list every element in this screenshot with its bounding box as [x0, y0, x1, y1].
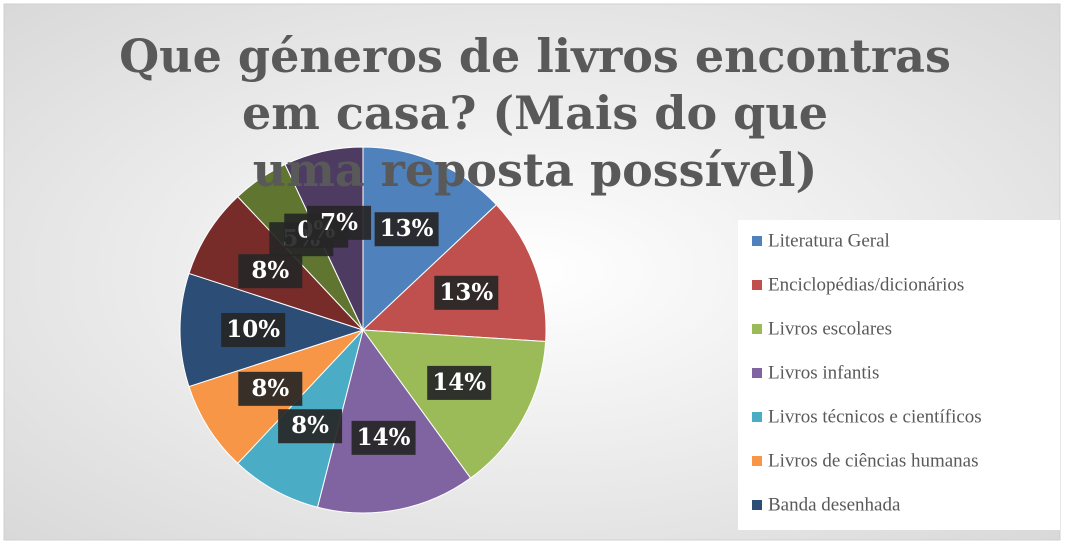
data-label-box [238, 254, 303, 289]
pie-slice [361, 204, 547, 343]
data-label: 14% [432, 369, 486, 396]
data-label-box [351, 420, 416, 455]
legend-swatch [752, 368, 762, 378]
data-label-box [221, 313, 286, 347]
legend-box [738, 220, 1060, 530]
legend-label: Literatura Geral [768, 230, 890, 251]
data-label: 8% [251, 257, 289, 284]
legend-swatch [752, 412, 762, 422]
legend-label: Livros escolares [768, 318, 892, 339]
data-label: 13% [439, 279, 493, 306]
data-label: 13% [380, 215, 434, 242]
legend-swatch [752, 324, 762, 334]
legend-swatch [752, 236, 762, 246]
data-label-box [427, 365, 492, 400]
data-label: 10% [226, 316, 280, 343]
pie-slice [361, 329, 547, 479]
chart-title: Que géneros de livros encontras em casa? … [119, 29, 951, 197]
data-label: 14% [357, 424, 411, 451]
legend-label: Banda desenhada [768, 494, 901, 515]
legend-label: Enciclopédias/dicionários [768, 274, 964, 295]
data-label: 8% [251, 375, 289, 402]
data-label: 8% [291, 412, 329, 439]
legend: Literatura Geral Enciclopédias/dicionário… [752, 230, 982, 515]
legend-swatch [752, 500, 762, 510]
data-labels: 13%13%14%14%8%8%10%8%5%0%7% [221, 205, 499, 455]
data-label-box [374, 212, 439, 247]
legend-swatch [752, 456, 762, 466]
data-label-box [307, 205, 372, 240]
legend-label: Livros infantis [768, 362, 879, 383]
data-label-box [278, 409, 343, 444]
legend-label: Livros técnicos e científicos [768, 406, 982, 427]
data-label-box [434, 275, 499, 310]
legend-swatch [752, 280, 762, 290]
data-label: 7% [320, 209, 358, 236]
legend-label: Livros de ciências humanas [768, 450, 979, 471]
data-label-box [238, 371, 303, 406]
